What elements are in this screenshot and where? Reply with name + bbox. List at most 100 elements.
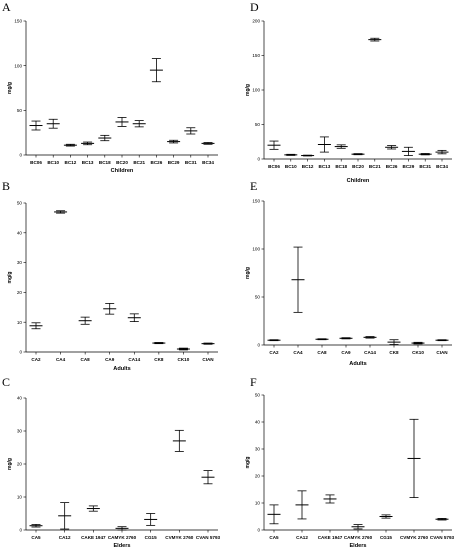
y-tick-label: 20 <box>255 474 261 479</box>
x-tick-label: BC21 <box>133 160 145 165</box>
y-axis-label: mg/g <box>245 267 251 279</box>
y-tick-label: 30 <box>17 260 23 265</box>
x-tick-label: CVAN 5793 <box>196 535 221 540</box>
x-tick-label: CVMYK 2760 <box>165 535 194 540</box>
x-tick-label: BC34 <box>202 160 214 165</box>
y-tick-label: 200 <box>252 19 260 24</box>
x-tick-label: CA9 <box>105 357 115 362</box>
x-tick-label: BC26 <box>151 160 163 165</box>
panel-F: F 0 10 20 30 40 50 mg/g CA5 CA12 CAKE 1947 CAMYK 27… <box>245 375 455 549</box>
x-tick-label: CK10 <box>178 357 190 362</box>
x-tick-label: CG15 <box>380 535 392 540</box>
x-tick-label: CA4 <box>56 357 66 362</box>
x-tick-label: BC34 <box>436 164 448 169</box>
x-tick-label: BC20 <box>116 160 128 165</box>
y-tick-label: 10 <box>17 320 23 325</box>
x-tick-label: CVAN 5793 <box>430 535 455 540</box>
panel-letter-e: E <box>250 179 257 193</box>
x-tick-label: CA12 <box>59 535 71 540</box>
x-tick-label: BC12 <box>65 160 77 165</box>
y-axis-label: mg/g <box>7 82 13 94</box>
y-tick-label: 10 <box>255 501 261 506</box>
panel-letter-d: D <box>250 0 259 14</box>
x-tick-label: CA12 <box>296 535 308 540</box>
x-tick-label: CA9 <box>341 350 351 355</box>
y-tick-label: 100 <box>252 247 260 252</box>
panel-letter-a: A <box>2 0 11 14</box>
x-axis-label: Adults <box>113 366 130 372</box>
y-axis-label: mg/g <box>7 458 13 470</box>
x-tick-label: CA8 <box>81 357 91 362</box>
y-tick-label: 40 <box>17 230 23 235</box>
x-tick-label: CAKE 1947 <box>81 535 106 540</box>
y-tick-label: 50 <box>17 201 23 206</box>
y-tick-label: 150 <box>252 53 260 58</box>
y-tick-label: 0 <box>257 157 260 162</box>
x-tick-label: CVMYK 2760 <box>400 535 429 540</box>
x-tick-label: BC12 <box>302 164 314 169</box>
x-tick-label: CAMYK 2760 <box>344 535 373 540</box>
x-tick-label: CIAN <box>202 357 214 362</box>
x-tick-label: CA2 <box>269 350 279 355</box>
x-tick-label: BC13 <box>82 160 94 165</box>
x-tick-label: BC06 <box>268 164 280 169</box>
x-tick-label: BC18 <box>335 164 347 169</box>
y-axis-label: mg/g <box>245 457 251 469</box>
y-tick-label: 10 <box>17 495 23 500</box>
panel-letter-b: B <box>2 179 10 193</box>
x-tick-label: BC31 <box>185 160 197 165</box>
x-axis-label: Elders <box>349 543 366 549</box>
panel-E: E 0 50 100 150 mg/g CA2 CA4 CA8 CA9 CA14 CK8 CK10 CIA… <box>245 179 452 367</box>
y-tick-label: 40 <box>17 396 23 401</box>
panel-letter-f: F <box>250 375 257 389</box>
x-tick-label: CK8 <box>154 357 164 362</box>
x-tick-label: CA5 <box>269 535 279 540</box>
x-tick-label: CA8 <box>317 350 327 355</box>
y-tick-label: 100 <box>14 63 22 68</box>
y-tick-label: 30 <box>255 447 261 452</box>
y-tick-label: 0 <box>19 528 22 533</box>
x-tick-label: CA2 <box>31 357 41 362</box>
x-tick-label: BC20 <box>352 164 364 169</box>
panel-D: D 0 50 100 150 200 mg/g BC06 BC10 BC12 BC13 BC18 BC2… <box>245 0 452 184</box>
y-tick-label: 20 <box>17 462 23 467</box>
x-tick-label: CK8 <box>389 350 399 355</box>
x-tick-label: BC10 <box>47 160 59 165</box>
y-tick-label: 0 <box>19 350 22 355</box>
y-tick-label: 50 <box>17 108 23 113</box>
y-axis-label: mg/g <box>7 272 13 284</box>
panel-letter-c: C <box>2 375 10 389</box>
x-tick-label: CIAN <box>436 350 448 355</box>
y-tick-label: 150 <box>14 19 22 24</box>
y-tick-label: 20 <box>17 290 23 295</box>
y-tick-label: 100 <box>252 88 260 93</box>
x-tick-label: CAMYK 2760 <box>108 535 137 540</box>
panel-A: A 0 50 100 150 mg/g BC06 BC10 BC12 BC13 BC18 BC20 BC… <box>2 0 218 174</box>
x-tick-label: CA4 <box>293 350 303 355</box>
y-tick-label: 0 <box>19 153 22 158</box>
x-axis-label: Elders <box>113 543 130 549</box>
y-tick-label: 50 <box>255 295 261 300</box>
x-tick-label: BC31 <box>419 164 431 169</box>
x-axis-label: Adults <box>349 361 366 367</box>
x-tick-label: BC13 <box>319 164 331 169</box>
x-tick-label: BC29 <box>168 160 180 165</box>
x-tick-label: BC29 <box>403 164 415 169</box>
panel-B: B 0 10 20 30 40 50 mg/g CA2 CA4 CA8 CA9 CA14 CK8 CK10 C… <box>2 179 218 372</box>
y-tick-label: 50 <box>255 122 261 127</box>
y-tick-label: 50 <box>255 393 261 398</box>
y-tick-label: 0 <box>257 528 260 533</box>
y-tick-label: 150 <box>252 199 260 204</box>
y-tick-label: 40 <box>255 420 261 425</box>
x-tick-label: CA5 <box>31 535 41 540</box>
x-tick-label: BC26 <box>386 164 398 169</box>
panel-C: C 0 10 20 30 40 mg/g CA5 CA12 CAKE 1947 CAMYK 2760… <box>2 375 221 549</box>
x-tick-label: BC21 <box>369 164 381 169</box>
x-tick-label: CK10 <box>412 350 424 355</box>
x-tick-label: BC06 <box>30 160 42 165</box>
x-tick-label: CAKE 1947 <box>318 535 343 540</box>
x-axis-label: Children <box>347 178 370 184</box>
x-tick-label: BC18 <box>99 160 111 165</box>
x-tick-label: CG15 <box>145 535 157 540</box>
